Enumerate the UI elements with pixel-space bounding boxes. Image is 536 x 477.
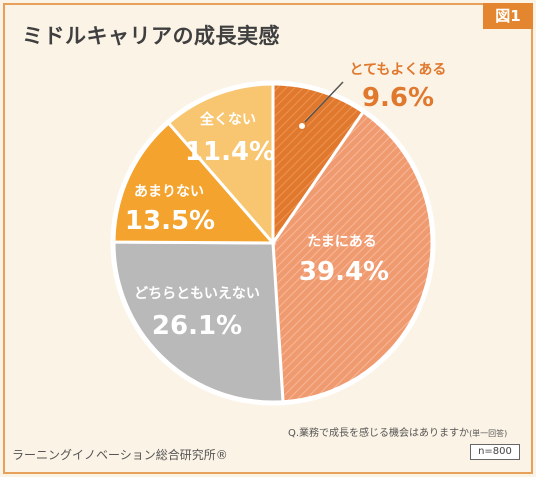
slice-label-totemoyokuaru: とてもよくある (350, 62, 447, 78)
figure-label: 図1 (483, 3, 533, 29)
question-text: Q.業務で成長を感じる機会はありますか(単一回答) (288, 424, 507, 439)
slice-label-tamaniaru-value: 39.4% (299, 257, 389, 287)
slice-label-mattakunai-value: 11.4% (185, 137, 275, 167)
callout-dot (297, 121, 307, 131)
question-main: Q.業務で成長を感じる機会はありますか (288, 428, 470, 439)
source-credit: ラーニングイノベーション総合研究所® (12, 448, 228, 462)
sample-size-badge: n=800 (470, 444, 520, 460)
slice-label-amarinai-value: 13.5% (125, 206, 215, 236)
slice-label-tamaniaru: たまにある (307, 234, 377, 250)
question-suffix: (単一回答) (469, 429, 508, 438)
slice-label-mattakunai: 全くない (199, 111, 256, 128)
pie-outline (110, 80, 436, 406)
figure-frame (3, 3, 533, 474)
slice-label-dochiratomo: どちらともいえない (134, 286, 260, 302)
slice-label-dochiratomo-value: 26.1% (152, 311, 242, 341)
slice-label-totemoyokuaru-value: 9.6% (362, 83, 434, 113)
chart-title: ミドルキャリアの成長実感 (22, 24, 280, 48)
callout-line (303, 81, 344, 124)
slice-label-amarinai: あまりない (134, 184, 204, 200)
